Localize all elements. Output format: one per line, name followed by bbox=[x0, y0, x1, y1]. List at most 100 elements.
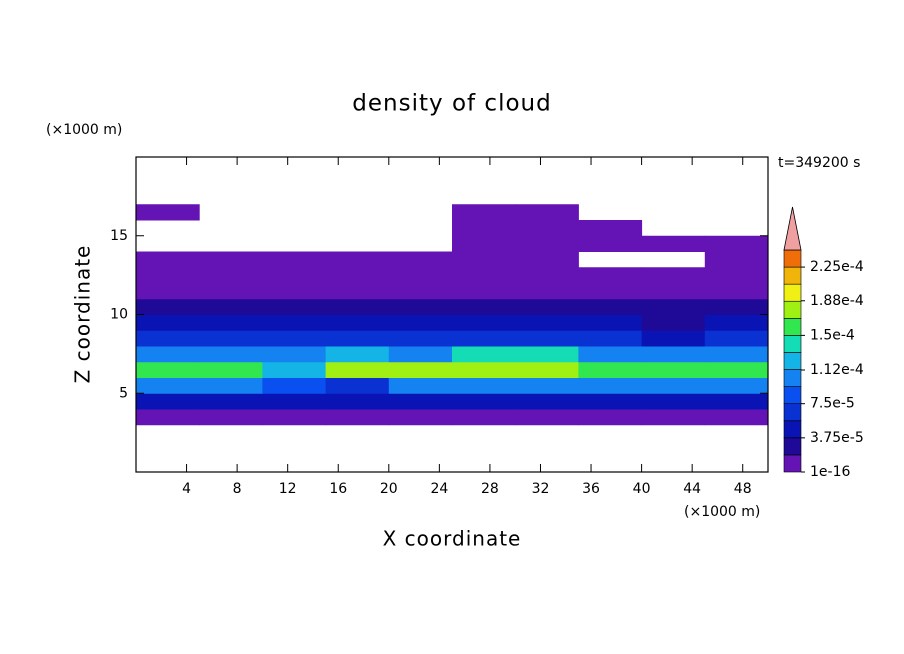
contour-cell bbox=[515, 346, 579, 363]
contour-cell bbox=[262, 267, 327, 284]
contour-cell bbox=[704, 298, 769, 315]
contour-cell bbox=[578, 235, 643, 252]
contour-cell bbox=[325, 377, 390, 394]
contour-cell bbox=[515, 330, 579, 347]
colorbar-extend bbox=[783, 206, 802, 251]
contour-cell bbox=[199, 283, 263, 300]
contour-cell bbox=[136, 204, 200, 221]
contour-cell bbox=[388, 393, 453, 410]
contour-cell bbox=[641, 267, 706, 284]
contour-cell bbox=[199, 251, 263, 268]
x-tick-label: 4 bbox=[182, 481, 191, 497]
contour-cell bbox=[641, 377, 706, 394]
colorbar-band bbox=[783, 249, 802, 268]
contour-cell bbox=[641, 235, 706, 252]
chart-title: density of cloud bbox=[352, 91, 551, 117]
contour-cell bbox=[515, 409, 579, 426]
contour-cell bbox=[199, 393, 263, 410]
y-tick-label: 15 bbox=[110, 228, 128, 244]
y-unit: (×1000 m) bbox=[46, 122, 122, 138]
contour-cell bbox=[388, 283, 453, 300]
contour-cell bbox=[262, 314, 327, 331]
contour-cell bbox=[452, 235, 516, 252]
contour-cell bbox=[452, 393, 516, 410]
contour-cell bbox=[262, 409, 327, 426]
contour-cell bbox=[704, 409, 769, 426]
contour-cell bbox=[641, 298, 706, 315]
x-tick-label: 24 bbox=[430, 481, 448, 497]
contour-cell bbox=[325, 361, 390, 378]
colorbar-label: 1.5e-4 bbox=[810, 327, 855, 343]
x-unit: (×1000 m) bbox=[684, 504, 760, 520]
contour-cell bbox=[578, 220, 643, 237]
colorbar-label: 7.5e-5 bbox=[810, 396, 855, 412]
contour-cell bbox=[578, 377, 643, 394]
colorbar-band bbox=[783, 420, 802, 439]
contour-cell bbox=[388, 314, 453, 331]
contour-cell bbox=[262, 393, 327, 410]
contour-cell bbox=[704, 314, 769, 331]
y-tick-label: 5 bbox=[119, 385, 128, 401]
contour-cell bbox=[578, 409, 643, 426]
x-tick-label: 48 bbox=[734, 481, 752, 497]
contour-cell bbox=[325, 409, 390, 426]
colorbar-band bbox=[783, 386, 802, 404]
contour-cell bbox=[641, 330, 706, 347]
contour-cell bbox=[452, 330, 516, 347]
contour-cell bbox=[325, 314, 390, 331]
contour-cell bbox=[578, 314, 643, 331]
contour-cell bbox=[515, 377, 579, 394]
x-tick-label: 44 bbox=[683, 481, 701, 497]
contour-cell bbox=[452, 409, 516, 426]
contour-cell bbox=[199, 361, 263, 378]
contour-cell bbox=[641, 409, 706, 426]
contour-cell bbox=[199, 346, 263, 363]
time-label: t=349200 s bbox=[778, 155, 860, 171]
colorbar-band bbox=[783, 369, 802, 387]
contour-cell bbox=[325, 267, 390, 284]
contour-cell bbox=[388, 251, 453, 268]
contour-cell bbox=[388, 346, 453, 363]
contour-cell bbox=[199, 298, 263, 315]
contour-cell bbox=[641, 283, 706, 300]
contour-cell bbox=[325, 346, 390, 363]
contour-cell bbox=[388, 267, 453, 284]
x-axis-title: X coordinate bbox=[383, 527, 522, 551]
x-tick-label: 40 bbox=[633, 481, 651, 497]
x-tick-label: 16 bbox=[329, 481, 347, 497]
contour-cell bbox=[641, 393, 706, 410]
contour-cell bbox=[515, 235, 579, 252]
contour-cell bbox=[578, 298, 643, 315]
contour-cell bbox=[388, 361, 453, 378]
contour-cell bbox=[641, 314, 706, 331]
contour-cell bbox=[704, 346, 769, 363]
colorbar-band bbox=[783, 283, 802, 302]
contour-cell bbox=[515, 251, 579, 268]
contour-cell bbox=[578, 283, 643, 300]
contour-cell bbox=[452, 377, 516, 394]
colorbar-band bbox=[783, 335, 802, 353]
colorbar-band bbox=[783, 352, 802, 370]
contour-cell bbox=[325, 283, 390, 300]
contour-cell bbox=[325, 298, 390, 315]
contour-cell bbox=[515, 314, 579, 331]
colorbar-band bbox=[783, 454, 802, 473]
contour-cell bbox=[262, 361, 327, 378]
contour-cell bbox=[641, 361, 706, 378]
contour-cell bbox=[704, 251, 769, 268]
y-tick-label: 10 bbox=[110, 307, 128, 323]
contour-cell bbox=[704, 361, 769, 378]
contour-cell bbox=[452, 283, 516, 300]
contour-cell bbox=[199, 330, 263, 347]
contour-cell bbox=[515, 267, 579, 284]
contour-cell bbox=[388, 409, 453, 426]
colorbar-band bbox=[783, 403, 802, 422]
contour-cell bbox=[199, 377, 263, 394]
x-tick-label: 12 bbox=[279, 481, 297, 497]
contour-cell bbox=[452, 267, 516, 284]
contour-cell bbox=[704, 330, 769, 347]
y-axis-title: Z coordinate bbox=[71, 245, 95, 384]
colorbar-label: 1.88e-4 bbox=[810, 293, 864, 309]
contour-cell bbox=[136, 251, 200, 268]
contour-cell bbox=[136, 361, 200, 378]
